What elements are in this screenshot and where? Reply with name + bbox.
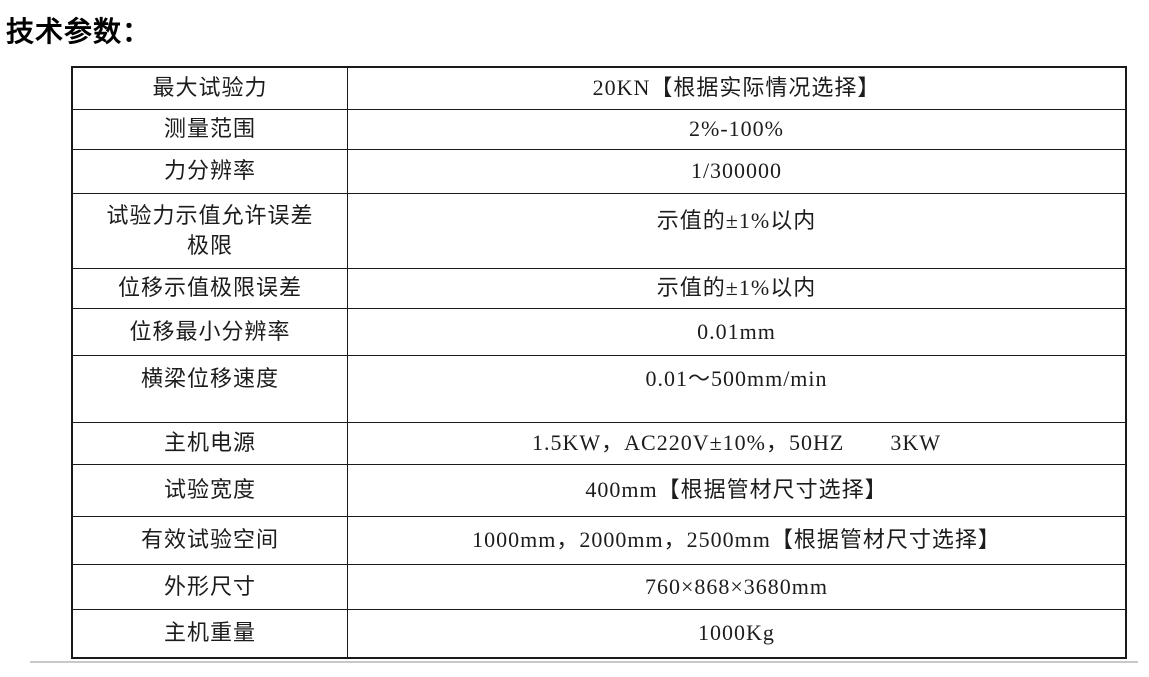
spec-value: 1000Kg bbox=[347, 608, 1127, 659]
spec-label: 力分辨率 bbox=[71, 148, 348, 194]
spec-value: 2%-100% bbox=[347, 108, 1127, 150]
table-row: 测量范围 2%-100% bbox=[71, 108, 1127, 150]
spec-label: 测量范围 bbox=[71, 108, 348, 150]
table-row: 主机电源 1.5KW，AC220V±10%，50HZ 3KW bbox=[71, 421, 1127, 465]
table-row: 试验宽度 400mm【根据管材尺寸选择】 bbox=[71, 463, 1127, 517]
spec-label: 主机重量 bbox=[71, 608, 348, 659]
spec-value: 1.5KW，AC220V±10%，50HZ 3KW bbox=[347, 421, 1127, 465]
spec-label: 最大试验力 bbox=[71, 66, 348, 110]
spec-label: 位移示值极限误差 bbox=[71, 267, 348, 309]
spec-value: 400mm【根据管材尺寸选择】 bbox=[347, 463, 1127, 517]
table-row: 试验力示值允许误差 极限 示值的±1%以内 bbox=[71, 192, 1127, 269]
table-row: 位移最小分辨率 0.01mm bbox=[71, 307, 1127, 356]
spec-value: 示值的±1%以内 bbox=[347, 267, 1127, 309]
spec-label: 横梁位移速度 bbox=[71, 354, 348, 423]
table-row: 力分辨率 1/300000 bbox=[71, 148, 1127, 194]
table-row: 最大试验力 20KN【根据实际情况选择】 bbox=[71, 66, 1127, 110]
spec-label: 位移最小分辨率 bbox=[71, 307, 348, 356]
spec-table: 最大试验力 20KN【根据实际情况选择】 测量范围 2%-100% 力分辨率 1… bbox=[71, 66, 1127, 659]
spec-value: 1000mm，2000mm，2500mm【根据管材尺寸选择】 bbox=[347, 515, 1127, 565]
table-row: 主机重量 1000Kg bbox=[71, 608, 1127, 659]
table-row: 外形尺寸 760×868×3680mm bbox=[71, 563, 1127, 610]
spec-value: 0.01～500mm/min bbox=[347, 354, 1127, 423]
spec-label: 试验宽度 bbox=[71, 463, 348, 517]
spec-label: 有效试验空间 bbox=[71, 515, 348, 565]
spec-table-body: 最大试验力 20KN【根据实际情况选择】 测量范围 2%-100% 力分辨率 1… bbox=[71, 66, 1127, 659]
page-title: 技术参数： bbox=[6, 16, 152, 47]
spec-value: 760×868×3680mm bbox=[347, 563, 1127, 610]
page-divider-rule bbox=[30, 661, 1138, 663]
spec-label: 外形尺寸 bbox=[71, 563, 348, 610]
spec-value: 0.01mm bbox=[347, 307, 1127, 356]
spec-value: 20KN【根据实际情况选择】 bbox=[347, 66, 1127, 110]
spec-value: 1/300000 bbox=[347, 148, 1127, 194]
table-row: 位移示值极限误差 示值的±1%以内 bbox=[71, 267, 1127, 309]
spec-label: 主机电源 bbox=[71, 421, 348, 465]
spec-value: 示值的±1%以内 bbox=[347, 192, 1127, 269]
table-row: 有效试验空间 1000mm，2000mm，2500mm【根据管材尺寸选择】 bbox=[71, 515, 1127, 565]
table-row: 横梁位移速度 0.01～500mm/min bbox=[71, 354, 1127, 423]
spec-label: 试验力示值允许误差 极限 bbox=[71, 192, 348, 269]
